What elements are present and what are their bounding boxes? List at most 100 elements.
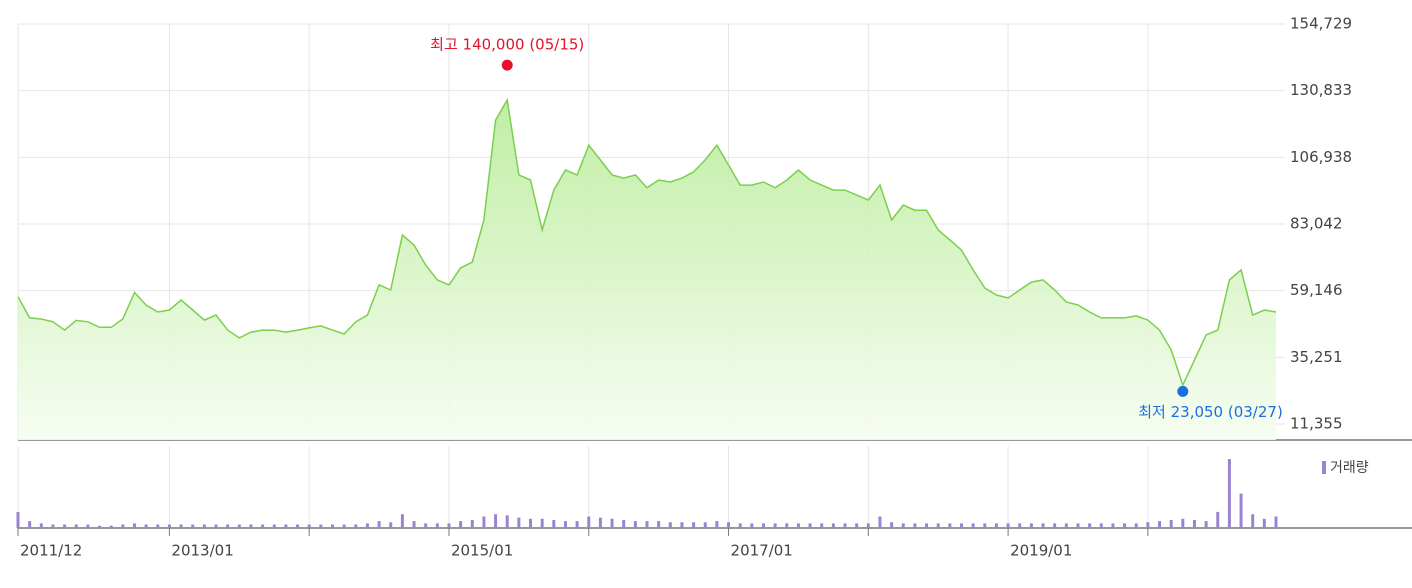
volume-bar bbox=[1123, 523, 1127, 528]
volume-bar bbox=[249, 524, 253, 528]
volume-bar bbox=[994, 523, 998, 528]
volume-bar bbox=[622, 519, 626, 528]
volume-bar bbox=[1216, 511, 1220, 528]
volume-bar bbox=[820, 523, 824, 528]
volume-bar bbox=[552, 519, 556, 528]
volume-bar bbox=[575, 521, 579, 528]
volume-bar bbox=[750, 523, 754, 528]
y-tick-label: 106,938 bbox=[1290, 148, 1352, 166]
volume-bar bbox=[901, 523, 905, 528]
volume-bar bbox=[598, 517, 602, 528]
volume-bar bbox=[470, 519, 474, 528]
volume-bar bbox=[785, 523, 789, 528]
volume-bar bbox=[389, 522, 393, 528]
volume-bar bbox=[1169, 519, 1173, 528]
volume-bar bbox=[1146, 522, 1150, 528]
volume-bar bbox=[680, 522, 684, 528]
x-tick-label: 2011/12 bbox=[20, 542, 82, 560]
volume-bar bbox=[296, 524, 300, 528]
volume-bar bbox=[226, 524, 230, 528]
volume-bar bbox=[587, 516, 591, 528]
volume-bar bbox=[890, 522, 894, 528]
volume-bar bbox=[202, 524, 206, 528]
volume-bar bbox=[1041, 523, 1045, 528]
volume-bar bbox=[831, 523, 835, 528]
y-tick-label: 130,833 bbox=[1290, 81, 1352, 99]
volume-bar bbox=[703, 522, 707, 528]
volume-bar bbox=[925, 523, 929, 528]
volume-bar bbox=[121, 524, 125, 528]
area bbox=[18, 100, 1276, 440]
volume-bar bbox=[307, 524, 311, 528]
volume-bar bbox=[237, 524, 241, 528]
volume-bar bbox=[633, 521, 637, 528]
x-tick-label: 2013/01 bbox=[171, 542, 233, 560]
volume-bar bbox=[1088, 523, 1092, 528]
volume-bar bbox=[505, 515, 509, 528]
annotation-label: 최저 23,050 (03/27) bbox=[1138, 403, 1283, 421]
y-tick-label: 35,251 bbox=[1290, 348, 1343, 366]
volume-bar bbox=[529, 518, 533, 528]
volume-bar bbox=[435, 523, 439, 528]
volume-bar bbox=[156, 524, 160, 528]
volume-bar bbox=[109, 525, 113, 528]
volume-bar bbox=[866, 523, 870, 528]
volume-bar bbox=[971, 523, 975, 528]
volume-bar bbox=[447, 523, 451, 528]
volume-bar bbox=[214, 524, 218, 528]
volume-bar bbox=[1053, 523, 1057, 528]
volume-bar bbox=[1018, 523, 1022, 528]
volume-bar bbox=[284, 524, 288, 528]
volume-bar bbox=[715, 521, 719, 528]
volume-bar bbox=[16, 511, 20, 528]
y-tick-label: 83,042 bbox=[1290, 215, 1343, 233]
volume-bar bbox=[808, 523, 812, 528]
volume-bar bbox=[1099, 523, 1103, 528]
volume-bar bbox=[365, 523, 369, 528]
volume-bar bbox=[540, 518, 544, 528]
price-line bbox=[17, 97, 1277, 388]
volume-bar bbox=[761, 523, 765, 528]
volume-bar bbox=[1029, 523, 1033, 528]
y-tick-label: 11,355 bbox=[1290, 415, 1343, 433]
y-tick-label: 59,146 bbox=[1290, 281, 1343, 299]
volume-bar bbox=[1064, 523, 1068, 528]
volume-bar bbox=[331, 524, 334, 528]
volume-bar bbox=[74, 524, 78, 528]
volume-bar bbox=[668, 522, 672, 528]
volume-bar bbox=[459, 521, 463, 528]
volume-bar bbox=[1227, 459, 1231, 528]
annotation-marker bbox=[501, 59, 513, 71]
volume-bar bbox=[796, 523, 800, 528]
volume-bar bbox=[657, 521, 661, 528]
volume-bar bbox=[342, 524, 346, 528]
volume-bar bbox=[494, 514, 498, 528]
volume-bar bbox=[412, 521, 416, 528]
volume-bar bbox=[1111, 523, 1115, 528]
volume-bar bbox=[983, 523, 987, 528]
y-tick-label: 154,729 bbox=[1290, 15, 1352, 33]
volume-bar bbox=[936, 523, 940, 528]
volume-bar bbox=[1239, 493, 1243, 528]
volume-bar bbox=[1076, 523, 1080, 528]
volume-bar bbox=[179, 524, 183, 528]
volume-bar bbox=[960, 523, 963, 528]
volume-bar bbox=[28, 521, 32, 528]
volume-bar bbox=[1251, 514, 1255, 528]
volume-bar bbox=[692, 522, 696, 528]
volume-bar bbox=[855, 523, 859, 528]
legend-label: 거래량 bbox=[1330, 460, 1369, 476]
volume-bar bbox=[191, 524, 195, 528]
volume-bar bbox=[319, 524, 323, 528]
volume-bar bbox=[645, 521, 649, 528]
volume-bar bbox=[63, 524, 67, 528]
volume-bar bbox=[517, 517, 521, 528]
x-tick-label: 2019/01 bbox=[1010, 542, 1072, 560]
volume-bar bbox=[948, 523, 952, 528]
volume-bar bbox=[354, 524, 358, 528]
volume-bar bbox=[727, 522, 731, 528]
volume-bar bbox=[400, 514, 404, 528]
volume-bar bbox=[132, 523, 136, 528]
volume-bar bbox=[51, 524, 55, 528]
